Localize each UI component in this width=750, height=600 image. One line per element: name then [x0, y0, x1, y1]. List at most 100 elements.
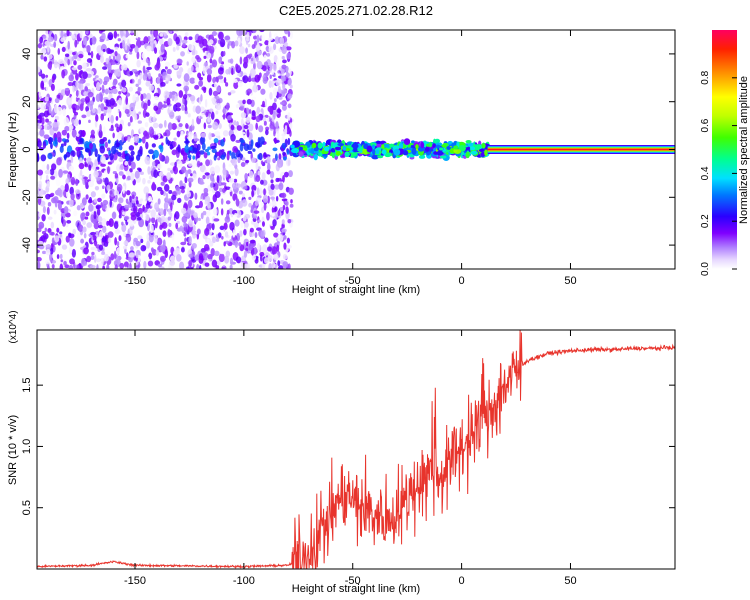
heat-cell — [164, 61, 171, 67]
heat-cell — [82, 36, 87, 46]
heat-cell — [137, 235, 143, 240]
heat-cell — [169, 162, 176, 167]
heat-cell — [200, 94, 203, 102]
heat-cell — [240, 139, 245, 144]
heat-cell — [48, 105, 52, 114]
heat-cell — [251, 96, 257, 101]
heat-cell — [268, 31, 272, 40]
heat-cell — [80, 212, 86, 221]
heat-cell — [126, 175, 132, 181]
heat-cell — [271, 261, 276, 269]
heat-cell — [118, 235, 122, 242]
heat-cell — [208, 108, 214, 113]
heat-cell — [86, 157, 92, 163]
heat-cell — [231, 182, 238, 190]
heat-cell — [282, 253, 288, 260]
heat-cell — [136, 154, 141, 161]
heat-cell — [76, 264, 80, 269]
heat-cell — [90, 246, 96, 251]
heat-cell — [211, 236, 217, 244]
heat-cell — [64, 53, 70, 58]
heat-cell — [109, 98, 115, 106]
colorbar: 0.0 0.2 0.4 0.6 0.8 Normalized spectral ampl… — [700, 30, 750, 276]
heat-cell — [82, 47, 87, 53]
heat-cell — [198, 76, 204, 81]
heat-cell — [60, 30, 64, 39]
heat-cell — [274, 153, 278, 161]
heat-cell — [274, 88, 278, 97]
heat-cell — [61, 244, 68, 250]
heat-cell — [388, 152, 392, 156]
heat-cell — [106, 106, 112, 115]
heat-cell — [158, 144, 163, 150]
heat-cell — [465, 151, 470, 159]
heat-cell — [263, 202, 267, 211]
heat-cell — [39, 129, 45, 137]
heat-cell — [133, 237, 139, 243]
heat-cell — [240, 131, 246, 135]
heat-cell — [47, 44, 50, 53]
heat-cell — [135, 252, 139, 259]
heat-cell — [74, 118, 79, 127]
heat-cell — [197, 35, 204, 44]
heat-cell — [37, 42, 43, 49]
heat-cell — [101, 84, 105, 92]
heat-cell — [217, 232, 222, 238]
heat-cell — [85, 68, 92, 72]
heat-cell — [181, 104, 185, 111]
heat-cell — [173, 63, 179, 69]
heat-cell — [258, 125, 264, 133]
heat-cell — [114, 46, 119, 51]
chart-title: C2E5.2025.271.02.28.R12 — [279, 3, 433, 18]
heat-cell — [135, 31, 139, 39]
heat-cell — [232, 229, 236, 238]
heat-cell — [226, 209, 230, 215]
heat-cell — [234, 40, 239, 47]
heat-cell — [436, 150, 444, 156]
heat-cell — [59, 234, 62, 238]
heat-cell — [203, 192, 209, 197]
heat-cell — [384, 143, 391, 148]
heat-cell — [261, 206, 265, 214]
heat-cell — [167, 228, 171, 238]
heat-cell — [100, 155, 106, 164]
heat-cell — [91, 36, 97, 45]
heat-cell — [182, 152, 188, 162]
heat-cell — [148, 175, 153, 180]
heat-cell — [192, 230, 197, 239]
heat-cell — [188, 131, 193, 137]
heat-cell — [276, 244, 280, 252]
heat-cell — [46, 180, 50, 189]
heat-cell — [88, 196, 92, 203]
heat-cell — [152, 134, 159, 139]
heat-cell — [465, 139, 472, 144]
heat-cell — [231, 67, 234, 76]
heat-cell — [215, 238, 220, 242]
heat-cell — [180, 207, 187, 214]
heat-cell — [173, 137, 177, 141]
heat-cell — [281, 136, 286, 144]
heat-cell — [251, 116, 257, 120]
heat-cell — [371, 154, 379, 160]
heat-cell — [273, 73, 276, 78]
heat-cell — [287, 263, 291, 269]
heat-cell — [220, 198, 224, 205]
heat-cell — [135, 39, 142, 48]
heat-cell — [252, 84, 259, 93]
heat-cell — [76, 133, 80, 137]
heat-cell — [209, 64, 213, 69]
heat-cell — [65, 151, 71, 158]
heat-cell — [201, 142, 206, 151]
heat-cell — [71, 129, 77, 138]
heat-cell — [246, 88, 252, 94]
heat-cell — [289, 30, 293, 39]
heat-cell — [248, 75, 252, 82]
heat-cell — [90, 191, 96, 198]
heat-cell — [267, 162, 271, 172]
heat-cell — [166, 198, 173, 202]
heat-cell — [145, 141, 149, 150]
heat-cell — [84, 216, 89, 220]
heat-cell — [211, 259, 218, 268]
heat-cell — [56, 39, 60, 47]
heat-cell — [229, 170, 235, 175]
